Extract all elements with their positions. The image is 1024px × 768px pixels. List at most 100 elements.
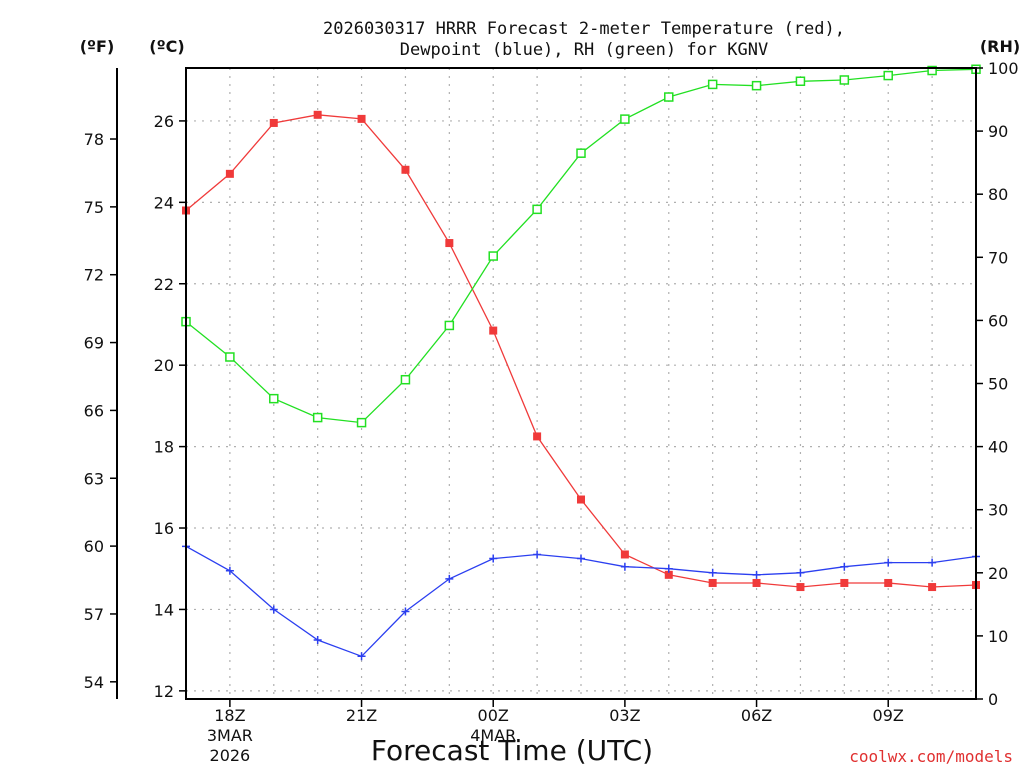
dewpoint-point bbox=[489, 554, 498, 563]
temperature-point bbox=[577, 495, 585, 504]
rh-tick-label: 70 bbox=[988, 248, 1008, 267]
fahrenheit-tick-label: 69 bbox=[84, 334, 104, 353]
celsius-tick-label: 20 bbox=[154, 356, 174, 375]
temperature-point bbox=[313, 110, 322, 119]
rh-tick-label: 90 bbox=[988, 122, 1008, 141]
rh-tick-label: 0 bbox=[988, 690, 998, 709]
x-axis-label: Forecast Time (UTC) bbox=[371, 734, 653, 767]
dewpoint-point bbox=[313, 635, 322, 644]
celsius-tick-label: 26 bbox=[154, 112, 174, 131]
dewpoint-point bbox=[401, 607, 410, 616]
fahrenheit-tick-label: 60 bbox=[84, 537, 104, 556]
temperature-point bbox=[664, 570, 673, 579]
dewpoint-point bbox=[445, 574, 454, 583]
celsius-tick-label: 12 bbox=[154, 682, 174, 701]
rh-point bbox=[795, 76, 806, 87]
fahrenheit-tick-label: 63 bbox=[84, 469, 104, 488]
rh-point bbox=[400, 374, 411, 385]
dewpoint-point bbox=[357, 652, 366, 661]
fahrenheit-tick-label: 54 bbox=[84, 673, 104, 692]
dewpoint-point bbox=[620, 562, 629, 571]
rh-point bbox=[444, 320, 455, 331]
fahrenheit-tick-label: 72 bbox=[84, 266, 104, 285]
chart-title-line2: Dewpoint (blue), RH (green) for KGNV bbox=[400, 40, 768, 60]
dewpoint-point bbox=[664, 564, 673, 573]
x-tick-label: 09Z bbox=[873, 706, 904, 725]
rh-point bbox=[839, 75, 850, 85]
rh-point bbox=[488, 251, 498, 261]
x-tick-label: 21Z bbox=[346, 706, 377, 725]
temperature-point bbox=[840, 578, 849, 587]
celsius-tick-label: 18 bbox=[154, 438, 174, 457]
rh-point bbox=[883, 70, 893, 81]
temperature-point bbox=[225, 169, 234, 178]
temperature-point bbox=[928, 583, 937, 592]
fahrenheit-tick-label: 66 bbox=[84, 401, 104, 420]
axes: 12 14 16 18 20 22 24 26 54 57 60 63 66 69 72 75 78 0 10 20 3… bbox=[84, 59, 1019, 765]
rh-point bbox=[751, 80, 762, 91]
temperature-point bbox=[269, 118, 278, 127]
x-tick-label: 18Z bbox=[214, 706, 245, 725]
celsius-tick-label: 16 bbox=[154, 519, 174, 538]
x-tick-year: 2026 bbox=[210, 746, 251, 765]
dewpoint-point bbox=[840, 562, 849, 571]
fahrenheit-tick-label: 75 bbox=[84, 198, 104, 217]
x-tick-sublabel: 3MAR bbox=[207, 726, 253, 745]
dewpoint-point bbox=[577, 554, 585, 563]
dewpoint-series bbox=[182, 542, 980, 661]
rh-tick-label: 30 bbox=[988, 501, 1008, 520]
dewpoint-point bbox=[269, 605, 278, 614]
rh-tick-label: 80 bbox=[988, 185, 1008, 204]
temperature-point bbox=[445, 239, 454, 248]
watermark: coolwx.com/models bbox=[849, 747, 1013, 766]
x-tick-label: 03Z bbox=[609, 706, 640, 725]
rh-tick-label: 40 bbox=[988, 438, 1008, 457]
series-layer bbox=[181, 64, 981, 661]
temperature-point bbox=[708, 578, 717, 587]
temperature-point bbox=[796, 583, 805, 592]
temperature-point bbox=[752, 578, 761, 587]
rh-tick-label: 20 bbox=[988, 564, 1008, 583]
rh-point bbox=[620, 114, 630, 124]
temperature-series bbox=[182, 110, 980, 592]
rh-tick-label: 60 bbox=[988, 311, 1008, 330]
temperature-point bbox=[620, 550, 629, 559]
temperature-point bbox=[884, 578, 893, 587]
dewpoint-line bbox=[185, 545, 977, 658]
celsius-tick-label: 24 bbox=[154, 193, 174, 212]
temperature-point bbox=[401, 165, 410, 174]
dewpoint-point bbox=[928, 558, 937, 567]
rh-point bbox=[225, 352, 235, 362]
fahrenheit-tick-label: 57 bbox=[84, 605, 104, 624]
rh-point bbox=[576, 148, 586, 158]
dewpoint-point bbox=[884, 558, 893, 567]
x-tick-label: 06Z bbox=[741, 706, 772, 725]
rh-point bbox=[707, 79, 718, 90]
dewpoint-point bbox=[225, 566, 234, 575]
rh-axis-unit: (RH) bbox=[980, 37, 1020, 56]
temperature-point bbox=[357, 114, 366, 123]
dewpoint-point bbox=[796, 568, 805, 577]
rh-point bbox=[532, 204, 542, 215]
rh-point bbox=[664, 92, 674, 102]
dewpoint-point bbox=[533, 550, 542, 559]
rh-point bbox=[356, 417, 367, 428]
celsius-tick-label: 14 bbox=[154, 600, 174, 619]
celsius-axis-unit: (ºC) bbox=[149, 37, 184, 56]
rh-tick-label: 100 bbox=[988, 59, 1019, 78]
rh-tick-label: 50 bbox=[988, 375, 1008, 394]
rh-point bbox=[927, 65, 937, 76]
x-tick-sublabel: 4MAR bbox=[470, 726, 516, 745]
dewpoint-point bbox=[752, 570, 761, 579]
dewpoint-point bbox=[708, 568, 717, 577]
celsius-tick-label: 22 bbox=[154, 275, 174, 294]
rh-point bbox=[269, 393, 279, 404]
rh-tick-label: 10 bbox=[988, 627, 1008, 646]
grid-lines bbox=[186, 68, 976, 699]
fahrenheit-axis-unit: (ºF) bbox=[80, 37, 115, 56]
temperature-point bbox=[489, 326, 498, 335]
x-tick-label: 00Z bbox=[478, 706, 509, 725]
rh-series bbox=[181, 64, 981, 428]
chart-title-line1: 2026030317 HRRR Forecast 2-meter Tempera… bbox=[323, 19, 845, 39]
